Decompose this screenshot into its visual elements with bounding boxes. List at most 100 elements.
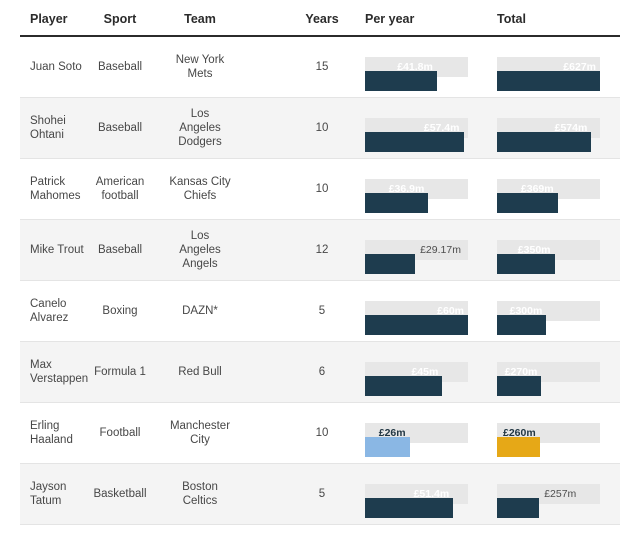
column-header-team: Team: [184, 12, 216, 26]
sport-label: Football: [99, 427, 141, 439]
player-name: Mike Trout: [30, 244, 84, 256]
per-year-bar-cell: £45m: [365, 348, 468, 396]
total-bar-fill: [497, 437, 540, 457]
player-name: Juan Soto: [30, 61, 82, 73]
sport-label: American football: [95, 176, 145, 202]
total-value-label: £350m: [517, 244, 551, 256]
total-bar-fill: [497, 376, 542, 396]
per-year-bar-track: £41.8m: [365, 57, 468, 91]
total-bar-track: £257m: [497, 484, 600, 518]
total-bar-cell: £260m: [497, 409, 600, 457]
player-name: Jayson Tatum: [30, 481, 67, 507]
total-value-label: £270m: [504, 366, 538, 378]
column-header-total: Total: [497, 12, 526, 26]
total-bar-track: £574m: [497, 118, 600, 152]
total-value-label: £257m: [544, 488, 577, 500]
per-year-bar-fill: [365, 193, 429, 213]
team-name: DAZN*: [182, 305, 218, 317]
team-name: Boston Celtics: [182, 481, 218, 507]
per-year-value-label: £41.8m: [397, 61, 433, 73]
column-header-per-year: Per year: [365, 12, 415, 26]
total-bar-track: £627m: [497, 57, 600, 91]
total-value-label: £574m: [554, 122, 588, 134]
per-year-value-label: £29.17m: [420, 244, 461, 256]
table-row: Patrick Mahomes American football Kansas…: [20, 159, 620, 220]
table-row: Max Verstappen Formula 1 Red Bull 6 £45m…: [20, 342, 620, 403]
team-name: Red Bull: [178, 366, 222, 378]
sport-label: Basketball: [93, 488, 147, 500]
player-name: Max Verstappen: [30, 359, 89, 385]
per-year-value-label: £57.4m: [423, 122, 460, 134]
per-year-bar-cell: £51.4m: [365, 470, 468, 518]
sport-label: Boxing: [102, 305, 138, 317]
per-year-bar-fill: [365, 437, 410, 457]
per-year-bar-fill: [365, 376, 443, 396]
table-row: Jayson Tatum Basketball Boston Celtics 5…: [20, 464, 620, 525]
sport-label: Baseball: [97, 122, 143, 134]
per-year-bar-cell: £41.8m: [365, 43, 468, 91]
total-bar-cell: £257m: [497, 470, 600, 518]
per-year-value-label: £26m: [378, 427, 406, 439]
total-bar-cell: £270m: [497, 348, 600, 396]
table-body: Juan Soto Baseball New York Mets 15 £41.…: [0, 37, 640, 539]
sport-label: Formula 1: [94, 366, 146, 378]
per-year-bar-track: £60m: [365, 301, 468, 335]
per-year-bar-cell: £26m: [365, 409, 468, 457]
per-year-bar-fill: [365, 71, 437, 91]
table-row: Mike Trout Baseball Los Angeles Angels 1…: [20, 220, 620, 281]
years-value: 5: [318, 305, 326, 317]
column-header-years: Years: [305, 12, 339, 26]
years-value: 12: [315, 244, 329, 256]
per-year-bar-fill: [365, 254, 416, 274]
per-year-bar-cell: £57.4m: [365, 104, 468, 152]
total-value-label: £369m: [520, 183, 554, 195]
total-bar-track: £350m: [497, 240, 600, 274]
table-row: Juan Soto Baseball New York Mets 15 £41.…: [20, 37, 620, 98]
total-value-label: £627m: [563, 61, 596, 73]
per-year-bar-track: £51.4m: [365, 484, 468, 518]
total-bar-cell: £627m: [497, 43, 600, 91]
table-header-row: Player Sport Team Years Per year Total: [20, 12, 620, 37]
per-year-bar-track: £45m: [365, 362, 468, 396]
per-year-value-label: £45m: [411, 366, 439, 378]
total-value-label: £300m: [509, 305, 543, 317]
per-year-value-label: £51.4m: [413, 488, 450, 500]
years-value: 10: [315, 427, 329, 439]
total-bar-track: £260m: [497, 423, 600, 457]
total-value-label: £260m: [503, 427, 536, 439]
total-bar-fill: [497, 315, 547, 335]
total-bar-cell: £574m: [497, 104, 600, 152]
per-year-bar-track: £26m: [365, 423, 468, 457]
team-name: Kansas City Chiefs: [169, 176, 231, 202]
years-value: 6: [318, 366, 326, 378]
years-value: 15: [315, 61, 329, 73]
total-bar-fill: [497, 498, 540, 518]
per-year-bar-cell: £36.9m: [365, 165, 468, 213]
table-row: Canelo Alvarez Boxing DAZN* 5 £60m £300m: [20, 281, 620, 342]
per-year-bar-track: £29.17m: [365, 240, 468, 274]
per-year-bar-track: £36.9m: [365, 179, 468, 213]
years-value: 5: [318, 488, 326, 500]
team-name: New York Mets: [175, 54, 225, 80]
total-bar-cell: £369m: [497, 165, 600, 213]
sport-label: Baseball: [97, 61, 143, 73]
player-name: Erling Haaland: [30, 420, 73, 446]
per-year-bar-fill: [365, 132, 464, 152]
table-row: Erling Haaland Football Manchester City …: [20, 403, 620, 464]
team-name: Manchester City: [169, 420, 231, 446]
total-bar-fill: [497, 254, 555, 274]
total-bar-track: £270m: [497, 362, 600, 396]
player-name: Canelo Alvarez: [30, 298, 69, 324]
total-bar-cell: £300m: [497, 287, 600, 335]
column-header-sport: Sport: [103, 12, 137, 26]
column-header-player: Player: [30, 12, 68, 26]
table-row: Shohei Ohtani Baseball Los Angeles Dodge…: [20, 98, 620, 159]
per-year-bar-cell: £29.17m: [365, 226, 468, 274]
total-bar-fill: [497, 132, 592, 152]
team-name: Los Angeles Dodgers: [178, 108, 222, 148]
years-value: 10: [315, 183, 329, 195]
per-year-bar-track: £57.4m: [365, 118, 468, 152]
per-year-bar-cell: £60m: [365, 287, 468, 335]
team-name: Los Angeles Angels: [179, 230, 221, 270]
